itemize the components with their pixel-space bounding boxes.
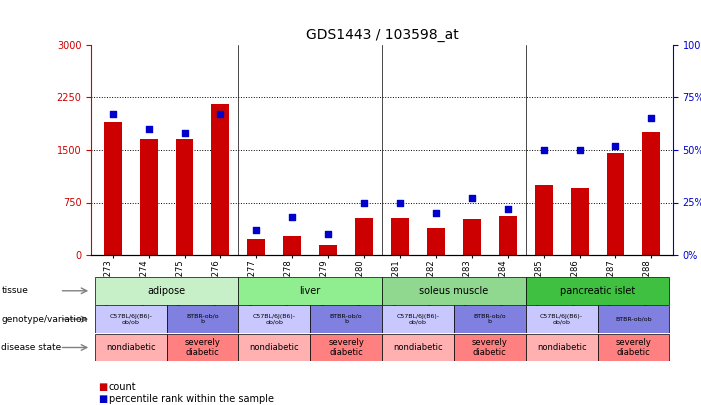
Bar [355,218,373,255]
Bar [95,305,167,333]
Text: tissue: tissue [1,286,28,295]
Text: severely
diabetic: severely diabetic [472,338,508,357]
Text: count: count [109,382,136,392]
Bar [642,132,660,255]
Bar [427,228,445,255]
Bar [95,334,167,361]
Point [143,126,154,132]
Bar [311,305,382,333]
Text: severely
diabetic: severely diabetic [615,338,651,357]
Bar [311,334,382,361]
Point [322,231,334,237]
Text: nondiabetic: nondiabetic [250,343,299,352]
Bar [104,122,122,255]
Point [251,227,262,233]
Point [574,147,585,153]
Text: BTBR-ob/o
b: BTBR-ob/o b [329,314,362,324]
Text: C57BL/6J(B6)-
ob/ob: C57BL/6J(B6)- ob/ob [253,314,296,324]
Text: C57BL/6J(B6)-
ob/ob: C57BL/6J(B6)- ob/ob [397,314,440,324]
Point [395,199,406,206]
Text: severely
diabetic: severely diabetic [328,338,364,357]
Text: pancreatic islet: pancreatic islet [560,286,635,296]
Point [466,195,477,202]
Bar [319,245,337,255]
Point [646,115,657,122]
Bar [391,218,409,255]
Text: C57BL/6J(B6)-
ob/ob: C57BL/6J(B6)- ob/ob [109,314,152,324]
Text: BTBR-ob/o
b: BTBR-ob/o b [473,314,506,324]
Bar [212,104,229,255]
Point [107,111,118,117]
Point [215,111,226,117]
Bar [167,305,238,333]
Text: nondiabetic: nondiabetic [106,343,156,352]
Point [610,143,621,149]
Point [358,199,369,206]
Bar [95,277,238,305]
Text: BTBR-ob/ob: BTBR-ob/ob [615,317,652,322]
Text: nondiabetic: nondiabetic [537,343,587,352]
Bar [283,236,301,255]
Bar [382,334,454,361]
Bar [597,305,669,333]
Bar [463,220,481,255]
Bar [382,305,454,333]
Point [538,147,550,153]
Text: liver: liver [299,286,321,296]
Bar [139,139,158,255]
Bar [454,305,526,333]
Bar [454,334,526,361]
Text: BTBR-ob/o
b: BTBR-ob/o b [186,314,219,324]
Bar [571,188,589,255]
Text: ■: ■ [98,394,107,404]
Text: adipose: adipose [147,286,186,296]
Point [430,210,442,216]
Bar [535,185,552,255]
Point [179,130,190,136]
Title: GDS1443 / 103598_at: GDS1443 / 103598_at [306,28,458,42]
Bar [247,239,265,255]
Bar [167,334,238,361]
Point [287,214,298,220]
Bar [526,305,597,333]
Text: disease state: disease state [1,343,62,352]
Bar [238,334,311,361]
Bar [499,216,517,255]
Bar [382,277,526,305]
Text: percentile rank within the sample: percentile rank within the sample [109,394,273,404]
Text: C57BL/6J(B6)-
ob/ob: C57BL/6J(B6)- ob/ob [540,314,583,324]
Point [502,206,513,212]
Text: ■: ■ [98,382,107,392]
Bar [597,334,669,361]
Text: nondiabetic: nondiabetic [393,343,443,352]
Bar [606,153,625,255]
Bar [175,139,193,255]
Bar [238,277,382,305]
Text: genotype/variation: genotype/variation [1,315,88,324]
Text: severely
diabetic: severely diabetic [184,338,220,357]
Bar [238,305,311,333]
Bar [526,277,669,305]
Text: soleus muscle: soleus muscle [419,286,489,296]
Bar [526,334,597,361]
